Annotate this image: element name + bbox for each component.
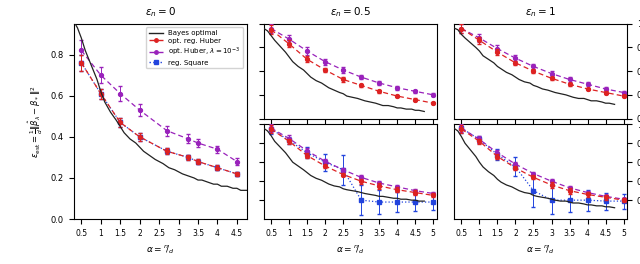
X-axis label: $\alpha = {}^n\!/_d$: $\alpha = {}^n\!/_d$	[526, 243, 556, 256]
Y-axis label: $\varepsilon_{\rm est} = \frac{1}{d}\|\hat{\beta}_\lambda - \beta_*\|^2$: $\varepsilon_{\rm est} = \frac{1}{d}\|\h…	[27, 85, 45, 158]
Legend: Bayes optimal, opt. reg. Huber, opt. Huber, $\lambda=10^{-3}$, reg. Square: Bayes optimal, opt. reg. Huber, opt. Hub…	[146, 27, 243, 68]
X-axis label: $\alpha = {}^n\!/_d$: $\alpha = {}^n\!/_d$	[145, 243, 175, 256]
X-axis label: $\alpha = {}^n\!/_d$: $\alpha = {}^n\!/_d$	[336, 243, 365, 256]
Title: $\epsilon_n = 0$: $\epsilon_n = 0$	[145, 6, 175, 19]
Title: $\epsilon_n = 1$: $\epsilon_n = 1$	[525, 6, 556, 19]
Title: $\epsilon_n = 0.5$: $\epsilon_n = 0.5$	[330, 6, 371, 19]
